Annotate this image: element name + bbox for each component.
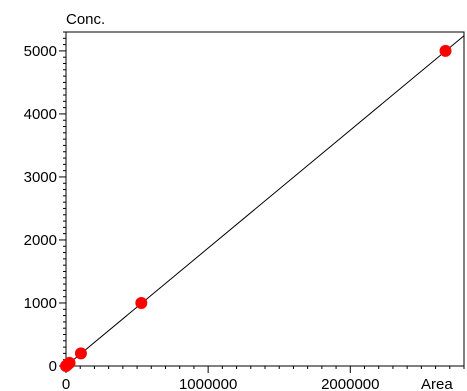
y-tick-label: 3000 xyxy=(24,169,57,186)
data-point xyxy=(63,356,76,369)
data-point xyxy=(74,347,87,360)
fit-line xyxy=(65,35,465,367)
y-axis-title: Conc. xyxy=(66,11,105,28)
data-point xyxy=(135,296,148,309)
y-tick-label: 5000 xyxy=(24,43,57,60)
x-tick-label: 2000000 xyxy=(321,376,379,391)
y-tick-label: 4000 xyxy=(24,106,57,123)
x-axis-title: Area xyxy=(421,376,453,391)
x-tick-label: 1000000 xyxy=(179,376,237,391)
data-points xyxy=(60,44,452,372)
y-axis: 0 1000 2000 3000 4000 5000 xyxy=(24,31,66,375)
data-point xyxy=(439,44,452,57)
y-tick-label: 1000 xyxy=(24,295,57,312)
y-tick-label: 2000 xyxy=(24,232,57,249)
x-tick-label: 0 xyxy=(62,376,70,391)
y-tick-label: 0 xyxy=(49,358,57,375)
x-axis: 0 1000000 2000000 xyxy=(62,366,465,391)
